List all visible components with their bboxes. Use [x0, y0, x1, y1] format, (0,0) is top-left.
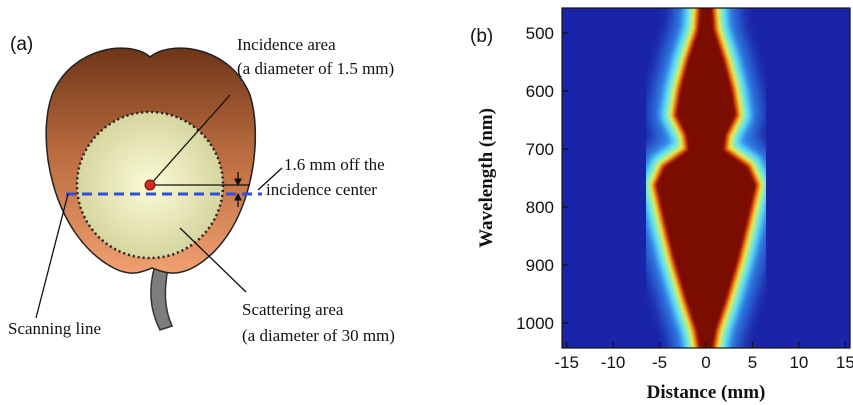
y-tick-label: 900 — [526, 256, 554, 275]
x-tick-label: 5 — [748, 353, 757, 372]
annotation: Incidence area — [237, 35, 336, 54]
y-tick-label: 600 — [526, 82, 554, 101]
heatmap — [562, 8, 850, 348]
annotation: (a diameter of 1.5 mm) — [237, 59, 394, 78]
x-tick-label: 10 — [789, 353, 808, 372]
scatter-core — [655, 8, 757, 348]
x-tick-label: -15 — [554, 353, 579, 372]
apple-stem — [150, 264, 174, 331]
x-axis-label: Distance (mm) — [647, 382, 766, 403]
annotation: (a diameter of 30 mm) — [242, 326, 395, 345]
y-tick-label: 700 — [526, 140, 554, 159]
x-tick-label: -10 — [601, 353, 626, 372]
annotation: Scanning line — [8, 319, 101, 338]
x-tick-label: -5 — [652, 353, 667, 372]
y-tick-label: 1000 — [516, 314, 554, 333]
annotation: Scattering area — [242, 300, 344, 319]
y-tick-label: 500 — [526, 24, 554, 43]
annotation: 1.6 mm off the — [284, 155, 385, 174]
annotation: incidence center — [266, 180, 377, 199]
leader — [179, 227, 247, 293]
panel-label: (b) — [470, 26, 493, 47]
leader — [149, 94, 231, 186]
leader — [257, 167, 283, 191]
x-tick-label: 0 — [701, 353, 710, 372]
x-tick-label: 15 — [836, 353, 853, 372]
incidence-point — [144, 179, 156, 191]
y-axis-label: Wavelength (nm) — [476, 108, 497, 248]
leader — [35, 193, 69, 319]
y-tick-label: 800 — [526, 198, 554, 217]
panel-label: (a) — [10, 34, 33, 55]
